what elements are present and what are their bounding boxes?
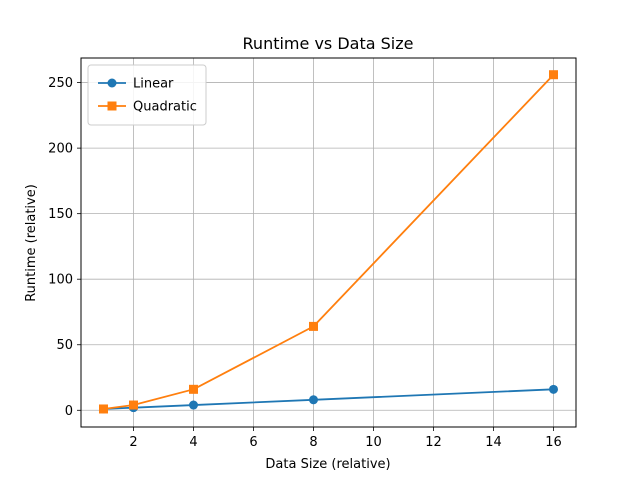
data-point-linear bbox=[309, 395, 318, 405]
x-axis-title: Data Size (relative) bbox=[265, 457, 390, 472]
x-tick-label: 10 bbox=[365, 435, 382, 450]
data-point-quadratic bbox=[549, 70, 558, 80]
y-tick-label: 200 bbox=[48, 142, 73, 157]
data-point-linear bbox=[189, 400, 198, 410]
legend-marker-quadratic bbox=[107, 101, 117, 111]
y-tick-label: 50 bbox=[56, 338, 73, 353]
y-tick-label: 100 bbox=[48, 273, 73, 288]
y-tick-label: 150 bbox=[48, 207, 73, 222]
y-tick-label: 250 bbox=[48, 76, 73, 91]
series-layer bbox=[99, 70, 558, 414]
legend: Linear Quadratic bbox=[87, 64, 207, 126]
x-tick-label: 14 bbox=[485, 435, 502, 450]
data-point-quadratic bbox=[99, 404, 108, 414]
y-tick-label: 0 bbox=[65, 404, 73, 419]
legend-marker-linear bbox=[107, 78, 117, 88]
legend-box bbox=[87, 64, 207, 126]
data-point-linear bbox=[549, 384, 558, 394]
x-tick-label: 8 bbox=[309, 435, 317, 450]
ticks: 2 4 6 8 10 12 14 16 0 50 100 150 200 250 bbox=[48, 76, 562, 450]
plot-area-frame bbox=[80, 57, 577, 428]
x-tick-label: 2 bbox=[129, 435, 137, 450]
x-tick-label: 4 bbox=[189, 435, 197, 450]
data-point-quadratic bbox=[309, 321, 318, 331]
x-tick-label: 6 bbox=[249, 435, 257, 450]
chart-title: Runtime vs Data Size bbox=[243, 34, 414, 53]
data-point-quadratic bbox=[129, 400, 138, 410]
y-axis-title: Runtime (relative) bbox=[24, 184, 39, 302]
legend-label-linear: Linear bbox=[133, 77, 174, 92]
legend-label-quadratic: Quadratic bbox=[133, 100, 197, 115]
x-tick-label: 16 bbox=[545, 435, 562, 450]
x-tick-label: 12 bbox=[425, 435, 442, 450]
grid bbox=[81, 58, 576, 427]
data-point-quadratic bbox=[189, 384, 198, 394]
